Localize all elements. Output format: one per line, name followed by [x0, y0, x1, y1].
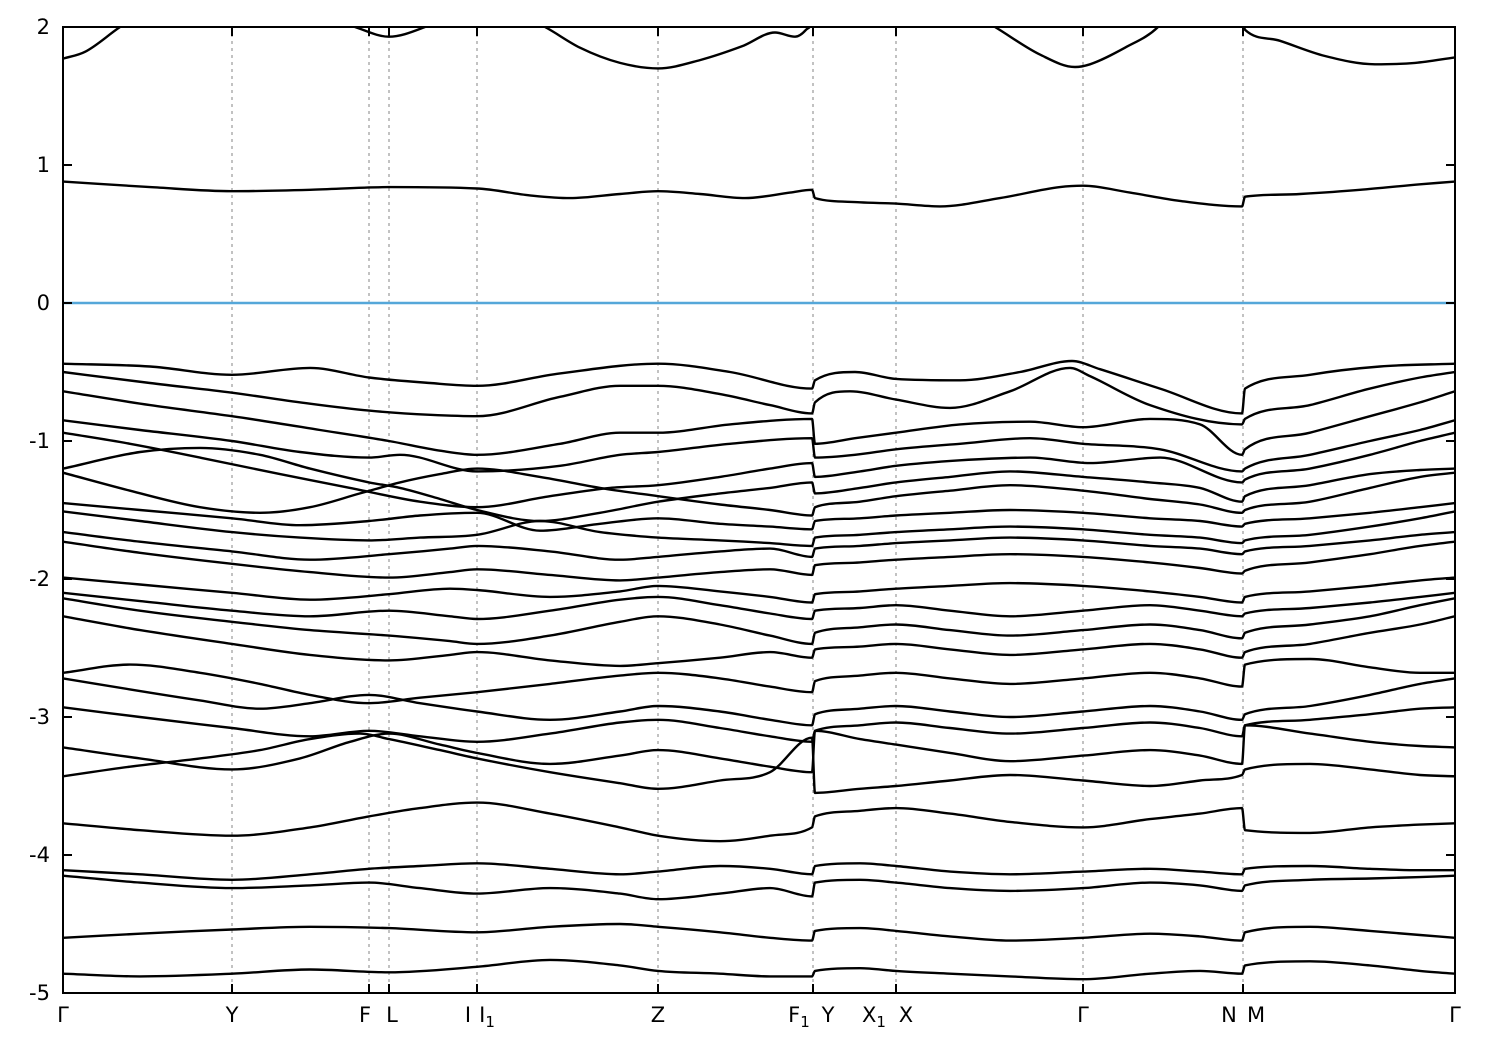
y-tick-label: 1 [37, 153, 50, 177]
band-line-val-24 [63, 922, 1455, 942]
band-line-val-21 [63, 801, 1455, 843]
band-line-val-11 [63, 540, 1455, 582]
band-line-val-02 [63, 366, 1455, 426]
y-tick-label: -4 [29, 843, 50, 867]
band-line-val-15 [63, 615, 1455, 668]
band-line-val-23 [63, 874, 1455, 901]
k-point-label: Y [821, 1003, 835, 1027]
band-line-val-22 [63, 862, 1455, 881]
y-tick-label: 0 [37, 291, 50, 315]
band-line-val-14 [63, 597, 1455, 646]
band-line-val-06 [63, 446, 1455, 523]
k-point-label: F1 [788, 1003, 810, 1031]
band-line-val-09 [63, 510, 1455, 548]
y-tick-label: -2 [29, 567, 50, 591]
k-point-label: L [386, 1003, 398, 1027]
band-line-val-12 [63, 576, 1455, 604]
k-point-label: I1 [479, 1003, 495, 1031]
band-line-val-05 [63, 431, 1455, 509]
k-point-label: Γ [57, 1003, 69, 1027]
band-line-val-25 [63, 958, 1455, 981]
k-point-label: X1 [862, 1003, 886, 1031]
band-lines-group [63, 27, 1455, 981]
band-line-cond-upper [63, 27, 1455, 70]
band-line-val-03 [63, 390, 1455, 456]
k-point-label: F [359, 1003, 371, 1027]
k-point-label: Z [651, 1003, 665, 1027]
k-point-label: X [899, 1003, 913, 1027]
k-point-label: I [465, 1003, 471, 1027]
plot-border [62, 26, 1456, 994]
band-line-val-07 [63, 467, 1455, 517]
band-line-val-01 [63, 359, 1455, 415]
band-line-val-10 [63, 530, 1455, 561]
band-line-val-13 [63, 591, 1455, 621]
k-point-label: M [1247, 1003, 1265, 1027]
band-line-val-17 [63, 677, 1455, 727]
k-point-label: Γ [1077, 1003, 1089, 1027]
band-line-val-20 [63, 732, 1455, 795]
k-point-label: Y [225, 1003, 239, 1027]
k-point-label: N [1221, 1003, 1237, 1027]
band-line-val-04 [63, 419, 1455, 473]
y-tick-label: 2 [37, 15, 50, 39]
y-tick-label: -5 [29, 981, 50, 1005]
band-line-val-08 [63, 501, 1455, 532]
band-line-cond-lower [63, 180, 1455, 208]
k-point-label: Γ [1449, 1003, 1461, 1027]
y-tick-label: -3 [29, 705, 50, 729]
y-tick-label: -1 [29, 429, 50, 453]
